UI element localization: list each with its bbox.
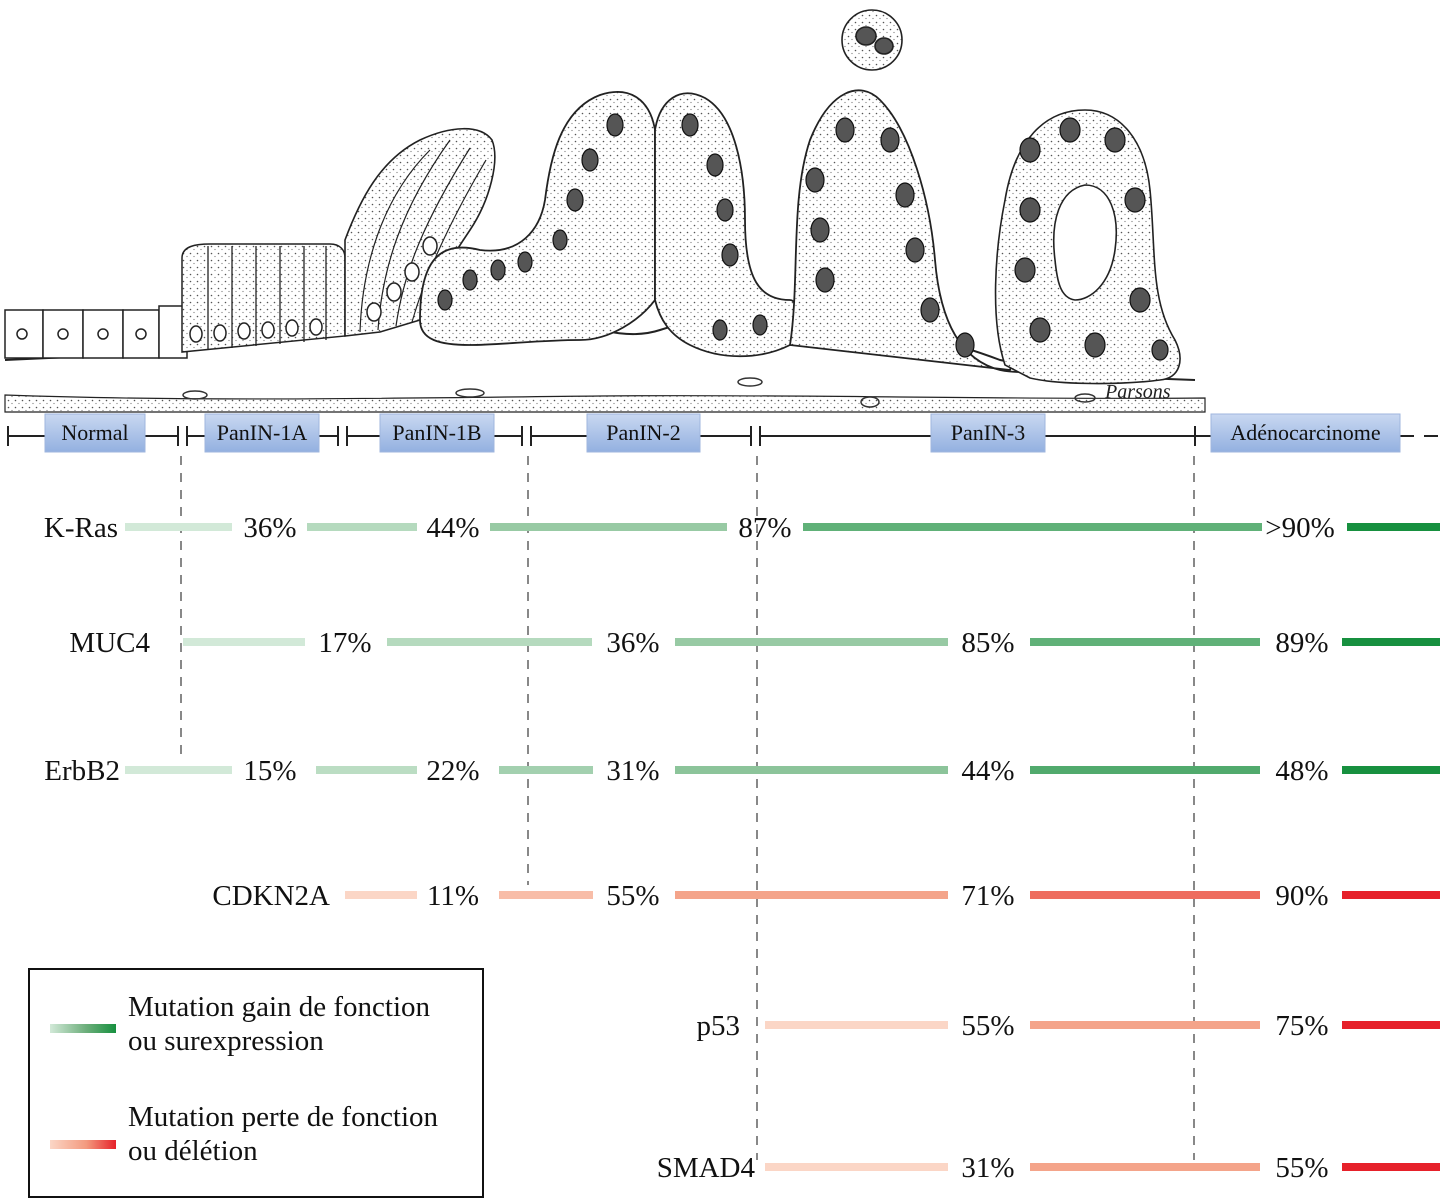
stage-box-3: PanIN-1B [379,413,495,453]
progression-segment [1342,1021,1440,1029]
gene-label: ErbB2 [44,755,120,787]
progression-segment [499,891,593,899]
progression-segment [765,1021,948,1029]
progression-segment [1342,891,1440,899]
floating-cell-cluster [841,9,903,71]
stage-label: Adénocarcinome [1230,420,1380,445]
progression-segment [1347,523,1440,531]
stage-timeline [7,426,1440,446]
stage-label: PanIN-3 [951,420,1026,445]
gene-label: CDKN2A [212,880,330,912]
gain-swatch [50,1024,116,1033]
progression-segment [675,766,948,774]
mutation-percent: 55% [961,1010,1014,1042]
progression-segment [1030,766,1260,774]
mutation-percent: 31% [961,1152,1014,1184]
legend: Mutation gain de fonction ou surexpressi… [28,968,484,1198]
gene-label: MUC4 [69,627,150,659]
stage-box-6: Adénocarcinome [1210,413,1401,453]
gene-label: K-Ras [44,512,118,544]
stage-label: PanIN-1B [392,420,481,445]
epithelium-illustration: Parsons [4,9,1206,413]
normal-cells [4,305,188,359]
gene-row-p53: p53 55% 75% [697,1010,1440,1042]
progression-segment [125,523,232,531]
mutation-percent: 90% [1275,880,1328,912]
gene-row-muc4: MUC4 17% 36% 85% 89% [69,627,1440,659]
loss-swatch [50,1140,116,1149]
mutation-percent: 75% [1275,1010,1328,1042]
legend-loss-label: Mutation perte de fonction ou délétion [128,1100,478,1168]
progression-segment [1342,1163,1440,1171]
mutation-percent: 85% [961,627,1014,659]
legend-gain-line1: Mutation gain de fonction [128,991,431,1023]
progression-segment [803,523,1262,531]
mutation-percent: 55% [606,880,659,912]
gene-label: SMAD4 [657,1152,756,1184]
progression-segment [1342,638,1440,646]
artist-signature: Parsons [1104,381,1171,403]
gene-row-smad4: SMAD4 31% 55% [657,1152,1440,1184]
stroma-band [4,394,1206,413]
panin3-ring [994,109,1181,385]
progression-segment [345,891,417,899]
stage-label: Normal [61,420,128,445]
progression-segment [1030,891,1260,899]
stage-label: PanIN-2 [606,420,681,445]
progression-segment [307,523,417,531]
mutation-percent: 44% [961,755,1014,787]
progression-segment [1030,638,1260,646]
mutation-percent: 48% [1275,755,1328,787]
progression-segment [490,523,727,531]
mutation-percent: >90% [1265,512,1335,544]
stage-box-1: Normal [44,413,146,453]
panin2-papilla-right [654,92,799,358]
progression-segment [183,638,305,646]
gene-row-cdkn2a: CDKN2A 11% 55% 71% 90% [212,880,1440,912]
legend-loss-line1: Mutation perte de fonction [128,1101,439,1133]
gene-label: p53 [697,1010,741,1042]
progression-segment [765,1163,948,1171]
stage-box-5: PanIN-3 [930,413,1046,453]
mutation-percent: 22% [426,755,479,787]
progression-segment [1030,1163,1260,1171]
progression-segment [1030,1021,1260,1029]
stage-box-4: PanIN-2 [586,413,701,453]
progression-segment [316,766,417,774]
stroma-nuclei [182,377,1096,408]
progression-segment [1342,766,1440,774]
mutation-percent: 71% [961,880,1014,912]
legend-gain-label: Mutation gain de fonction ou surexpressi… [128,990,478,1058]
progression-segment [499,766,593,774]
mutation-percent: 89% [1275,627,1328,659]
progression-segment [675,638,948,646]
stage-box-2: PanIN-1A [204,413,320,453]
mutation-percent: 55% [1275,1152,1328,1184]
mutation-percent: 44% [426,512,479,544]
mutation-percent: 36% [243,512,296,544]
mutation-percent: 36% [606,627,659,659]
mutation-percent: 11% [427,880,479,912]
legend-gain-line2: ou surexpression [128,1025,324,1057]
legend-loss-line2: ou délétion [128,1135,258,1167]
progression-segment [387,638,592,646]
progression-segment [675,891,948,899]
gene-row-k-ras: K-Ras 36% 44% 87% >90% [44,512,1440,544]
mutation-percent: 15% [243,755,296,787]
gene-row-erbb2: ErbB2 15% 22% 31% 44% 48% [44,755,1440,787]
mutation-percent: 17% [318,627,371,659]
progression-segment [125,766,232,774]
mutation-percent: 87% [738,512,791,544]
stage-label: PanIN-1A [217,420,308,445]
mutation-percent: 31% [606,755,659,787]
